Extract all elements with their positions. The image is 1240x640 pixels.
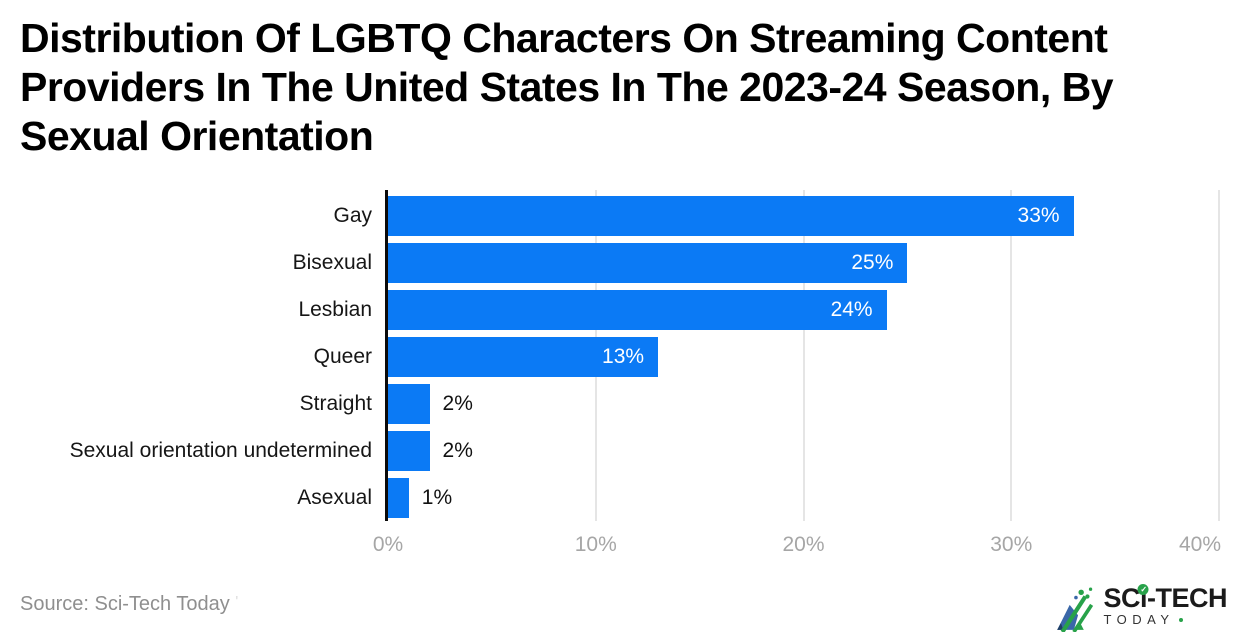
bar bbox=[388, 383, 430, 424]
x-axis: 0% 10% 20% 30% 40% bbox=[373, 533, 1221, 561]
value-label: 1% bbox=[421, 485, 453, 509]
x-tick-label: 10% bbox=[574, 533, 617, 556]
category-label: Sexual orientation undetermined bbox=[69, 438, 372, 462]
chart-title-line-1: Distribution Of LGBTQ Characters On Stre… bbox=[20, 15, 1108, 61]
chart-title-line-2: Providers In The United States In The 20… bbox=[20, 64, 1114, 110]
value-label: 2% bbox=[442, 438, 473, 462]
bar-track: 24% bbox=[388, 289, 1219, 330]
gridline bbox=[1010, 190, 1013, 521]
value-label: 2% bbox=[442, 391, 473, 415]
chart-title-line-3: Sexual Orientation bbox=[20, 113, 374, 159]
chart-row: Straight 2% bbox=[0, 380, 1219, 427]
chart-row: Asexual 1% bbox=[0, 474, 1219, 521]
x-tick-label: 40% bbox=[1178, 533, 1221, 556]
chart-row: Gay 33% bbox=[0, 192, 1219, 239]
y-axis-line bbox=[385, 190, 388, 521]
bar-track: 25% bbox=[388, 242, 1219, 283]
bar-track: 2% bbox=[388, 430, 1219, 471]
gridline bbox=[1218, 190, 1220, 521]
chart-row: Sexual orientation undetermined 2% bbox=[0, 427, 1219, 474]
brand-prefix: SC bbox=[1103, 583, 1140, 613]
green-dot-icon bbox=[1178, 617, 1183, 622]
bar: 24% bbox=[388, 289, 887, 330]
category-label: Queer bbox=[313, 344, 372, 368]
value-label: 24% bbox=[830, 297, 873, 321]
bar-track: 13% bbox=[388, 336, 1219, 377]
category-label: Asexual bbox=[297, 485, 372, 509]
chart-title: Distribution Of LGBTQ Characters On Stre… bbox=[20, 14, 1220, 161]
source-label: Source: Sci-Tech Today bbox=[20, 593, 230, 615]
category-label: Bisexual bbox=[292, 250, 372, 274]
bar-track: 2% bbox=[388, 383, 1219, 424]
gridline bbox=[802, 190, 805, 521]
chart-rows: Gay 33% Bisexual 25% Lesbian 24% Queer 13% Strai… bbox=[0, 192, 1219, 521]
scitech-subrow: TODAY bbox=[1103, 612, 1227, 627]
value-label: 13% bbox=[602, 344, 645, 368]
category-label: Lesbian bbox=[298, 297, 372, 321]
chart-row: Queer 13% bbox=[0, 333, 1219, 380]
scitech-logo-icon bbox=[1057, 587, 1094, 632]
x-tick-label: 30% bbox=[990, 533, 1033, 556]
bar: 13% bbox=[388, 336, 659, 377]
chart-row: Lesbian 24% bbox=[0, 286, 1219, 333]
brand-suffix: -TECH bbox=[1147, 583, 1228, 613]
bar bbox=[388, 477, 409, 518]
bar bbox=[388, 430, 430, 471]
bar-track: 33% bbox=[388, 195, 1219, 236]
scitech-subtext: TODAY bbox=[1103, 612, 1175, 627]
x-tick-label: 0% bbox=[372, 533, 404, 556]
bar: 33% bbox=[388, 195, 1074, 236]
scitech-brand: SCi ✓ -TECH bbox=[1103, 583, 1228, 613]
check-icon: ✓ bbox=[1137, 584, 1149, 595]
scitech-logo: SCi ✓ -TECH TODAY bbox=[1056, 583, 1228, 632]
value-label: 25% bbox=[851, 250, 894, 274]
value-label: 33% bbox=[1017, 203, 1060, 227]
chart-row: Bisexual 25% bbox=[0, 239, 1219, 286]
category-label: Straight bbox=[299, 391, 372, 415]
bar-chart: Gay 33% Bisexual 25% Lesbian 24% Queer 13% Strai… bbox=[0, 190, 1240, 570]
brand-i-wrap: i ✓ bbox=[1137, 583, 1149, 613]
category-label: Gay bbox=[333, 203, 372, 227]
source-text: Source: Sci-Tech Today ' bbox=[20, 593, 238, 616]
source-faint-mark: ' bbox=[235, 593, 239, 610]
brand-i: i bbox=[1139, 583, 1148, 613]
scitech-logo-text: SCi ✓ -TECH TODAY bbox=[1103, 583, 1228, 627]
x-tick-label: 20% bbox=[782, 533, 825, 556]
bar: 25% bbox=[388, 242, 908, 283]
bar-track: 1% bbox=[388, 477, 1219, 518]
